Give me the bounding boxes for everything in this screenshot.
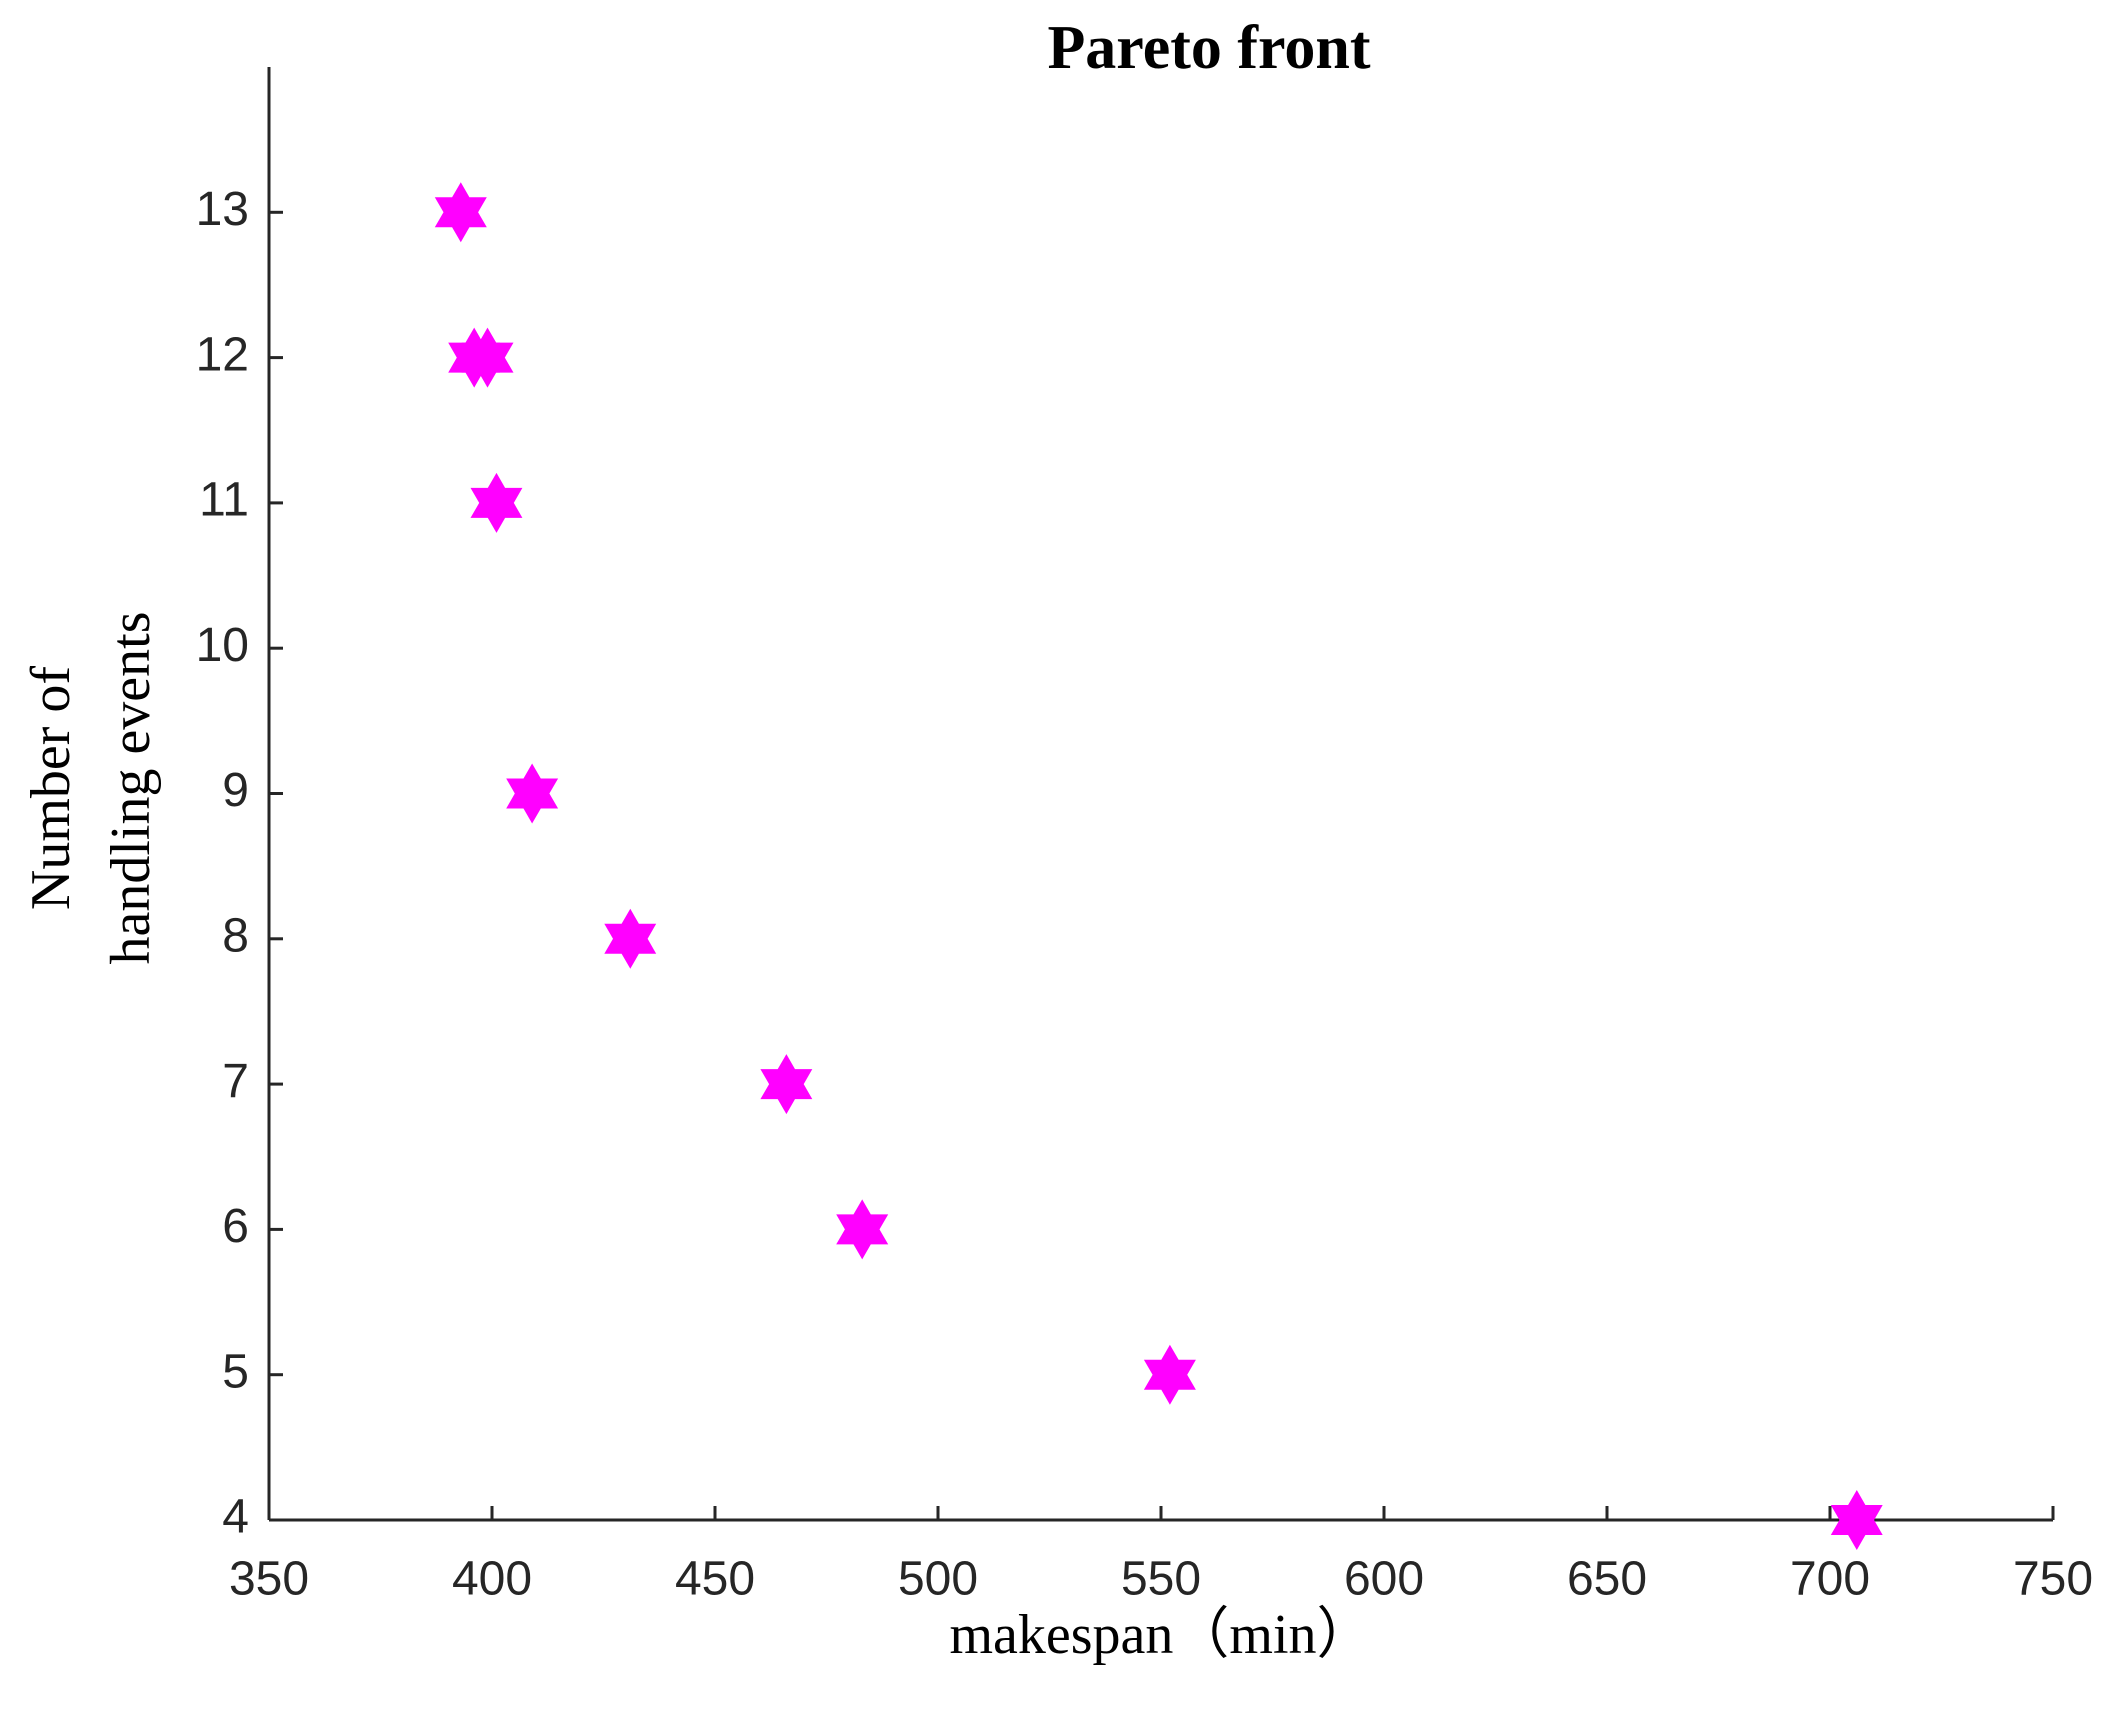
x-axis-label: makespan（min）	[949, 1604, 1372, 1666]
point	[836, 1199, 889, 1260]
x-tick-label: 650	[1567, 1553, 1647, 1606]
x-tick-label: 400	[452, 1553, 532, 1606]
point	[470, 472, 523, 533]
point	[760, 1054, 813, 1115]
point	[506, 763, 559, 824]
point	[434, 182, 487, 243]
y-axis-label: handling events	[100, 611, 162, 964]
x-tick-label: 700	[1790, 1553, 1870, 1606]
y-tick-label: 4	[222, 1491, 249, 1544]
point	[1143, 1344, 1196, 1405]
y-tick-label: 6	[222, 1200, 249, 1253]
y-axis-label: Number of	[20, 666, 82, 911]
x-tick-label: 600	[1344, 1553, 1424, 1606]
y-tick-label: 10	[196, 619, 249, 672]
y-tick-label: 13	[196, 183, 249, 236]
x-tick-label: 350	[229, 1553, 309, 1606]
x-tick-label: 750	[2013, 1553, 2093, 1606]
y-tick-label: 11	[199, 474, 249, 527]
y-tick-label: 8	[222, 909, 249, 962]
point	[1830, 1490, 1883, 1550]
chart-title: Pareto front	[1047, 14, 1370, 82]
x-tick-label: 500	[898, 1553, 978, 1606]
y-tick-label: 7	[222, 1055, 249, 1108]
point	[461, 327, 514, 388]
x-tick-label: 550	[1121, 1553, 1201, 1606]
y-tick-label: 5	[222, 1345, 249, 1398]
point	[604, 908, 657, 969]
x-tick-label: 450	[675, 1553, 755, 1606]
y-tick-label: 12	[196, 328, 249, 381]
y-tick-label: 9	[222, 764, 249, 817]
